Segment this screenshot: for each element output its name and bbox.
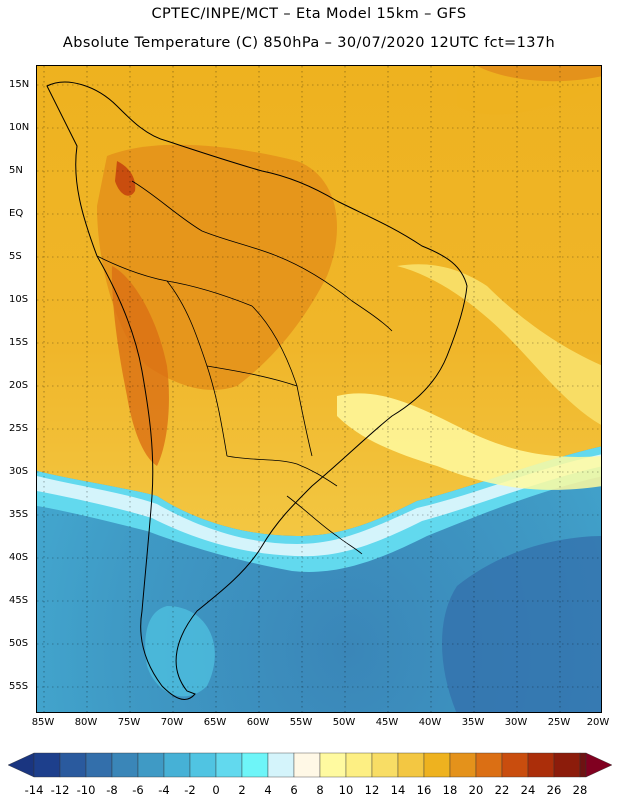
lat-label-45s: 45S	[9, 595, 29, 606]
lon-label-70w: 70W	[160, 717, 184, 728]
ne-coast-zone	[397, 264, 601, 425]
colorbar-label: -4	[158, 783, 170, 797]
colorbar-swatch-9	[267, 752, 295, 778]
colorbar-swatch-11	[319, 752, 347, 778]
lon-label-20w: 20W	[586, 717, 610, 728]
chart-title-line-1: CPTEC/INPE/MCT – Eta Model 15km – GFS	[151, 6, 467, 22]
lat-label-eq: EQ	[9, 208, 24, 219]
colorbar-label: 12	[364, 783, 380, 797]
lat-label-10n: 10N	[9, 122, 30, 133]
hot-interior	[97, 144, 337, 390]
colorbar-swatch-4	[137, 752, 165, 778]
colorbar-label: -8	[106, 783, 118, 797]
lat-label-30s: 30S	[9, 466, 29, 477]
colorbar-swatch-20	[553, 752, 581, 778]
colorbar-label: 16	[416, 783, 432, 797]
chart-title-line-2: Absolute Temperature (C) 850hPa – 30/07/…	[62, 35, 556, 51]
colorbar-label: -2	[184, 783, 196, 797]
colorbar-label: 8	[316, 783, 324, 797]
patagonia-cool-zone	[145, 606, 215, 697]
colorbar-label: 28	[572, 783, 588, 797]
lon-label-25w: 25W	[547, 717, 571, 728]
lat-label-5s: 5S	[9, 251, 22, 262]
colorbar-swatch-8	[241, 752, 269, 778]
colorbar-swatch-7	[215, 752, 243, 778]
colorbar-label: 14	[390, 783, 406, 797]
cool-band	[37, 446, 601, 572]
colorbar-svg	[7, 752, 613, 778]
lon-label-75w: 75W	[117, 717, 141, 728]
country-borders	[96, 180, 393, 555]
lat-label-10s: 10S	[9, 294, 29, 305]
colorbar-swatch-14	[397, 752, 425, 778]
lon-label-85w: 85W	[31, 717, 55, 728]
lat-label-35s: 35S	[9, 509, 29, 520]
lon-label-65w: 65W	[203, 717, 227, 728]
se-coast-zone	[337, 393, 601, 490]
colorbar-label: 2	[238, 783, 246, 797]
temperature-colorbar	[0, 748, 618, 800]
colorbar-label: 22	[494, 783, 510, 797]
lon-label-50w: 50W	[332, 717, 356, 728]
colorbar-label: 26	[546, 783, 562, 797]
lon-label-45w: 45W	[375, 717, 399, 728]
colorbar-label: -6	[132, 783, 144, 797]
lon-label-40w: 40W	[418, 717, 442, 728]
cold-front-band	[37, 454, 601, 557]
colorbar-swatch-5	[163, 752, 191, 778]
colorbar-swatch-2	[85, 752, 113, 778]
lat-label-20s: 20S	[9, 380, 29, 391]
colorbar-swatch-10	[293, 752, 321, 778]
colorbar-swatch-15	[423, 752, 451, 778]
lat-label-25s: 25S	[9, 423, 29, 434]
colorbar-label: -12	[50, 783, 70, 797]
lon-label-80w: 80W	[74, 717, 98, 728]
colorbar-swatch-12	[345, 752, 373, 778]
lon-label-60w: 60W	[246, 717, 270, 728]
colorbar-label: 0	[212, 783, 220, 797]
colorbar-label: 4	[264, 783, 272, 797]
colorbar-swatch-3	[111, 752, 139, 778]
lon-label-30w: 30W	[504, 717, 528, 728]
colorbar-label: 20	[468, 783, 484, 797]
lat-label-50s: 50S	[9, 638, 29, 649]
colorbar-swatch-0	[33, 752, 61, 778]
colorbar-swatch-1	[59, 752, 87, 778]
lat-label-5n: 5N	[9, 165, 23, 176]
lon-label-35w: 35W	[461, 717, 485, 728]
lon-label-55w: 55W	[289, 717, 313, 728]
colorbar-swatch-17	[475, 752, 503, 778]
colorbar-swatch-18	[501, 752, 529, 778]
lat-label-15n: 15N	[9, 79, 30, 90]
colorbar-label: 24	[520, 783, 536, 797]
lat-label-15s: 15S	[9, 337, 29, 348]
south-america-outline	[46, 81, 468, 700]
hot-north-atlantic	[477, 66, 601, 82]
colorbar-swatch-13	[371, 752, 399, 778]
lat-label-40s: 40S	[9, 552, 29, 563]
colorbar-label: -14	[24, 783, 44, 797]
lat-lon-grid	[37, 66, 601, 712]
colorbar-swatch-6	[189, 752, 217, 778]
colorbar-label: 6	[290, 783, 298, 797]
colorbar-label: 18	[442, 783, 458, 797]
lat-label-55s: 55S	[9, 681, 29, 692]
colorbar-label: 10	[338, 783, 354, 797]
colorbar-swatch-19	[527, 752, 555, 778]
temperature-map-canvas	[37, 66, 601, 712]
colorbar-high-end	[585, 752, 613, 778]
colorbar-swatch-16	[449, 752, 477, 778]
deep-cold-pool	[442, 536, 601, 712]
colorbar-label: -10	[76, 783, 96, 797]
colorbar-low-end	[7, 752, 35, 778]
temperature-map	[36, 65, 602, 713]
colorbar-swatch-21	[579, 752, 587, 778]
